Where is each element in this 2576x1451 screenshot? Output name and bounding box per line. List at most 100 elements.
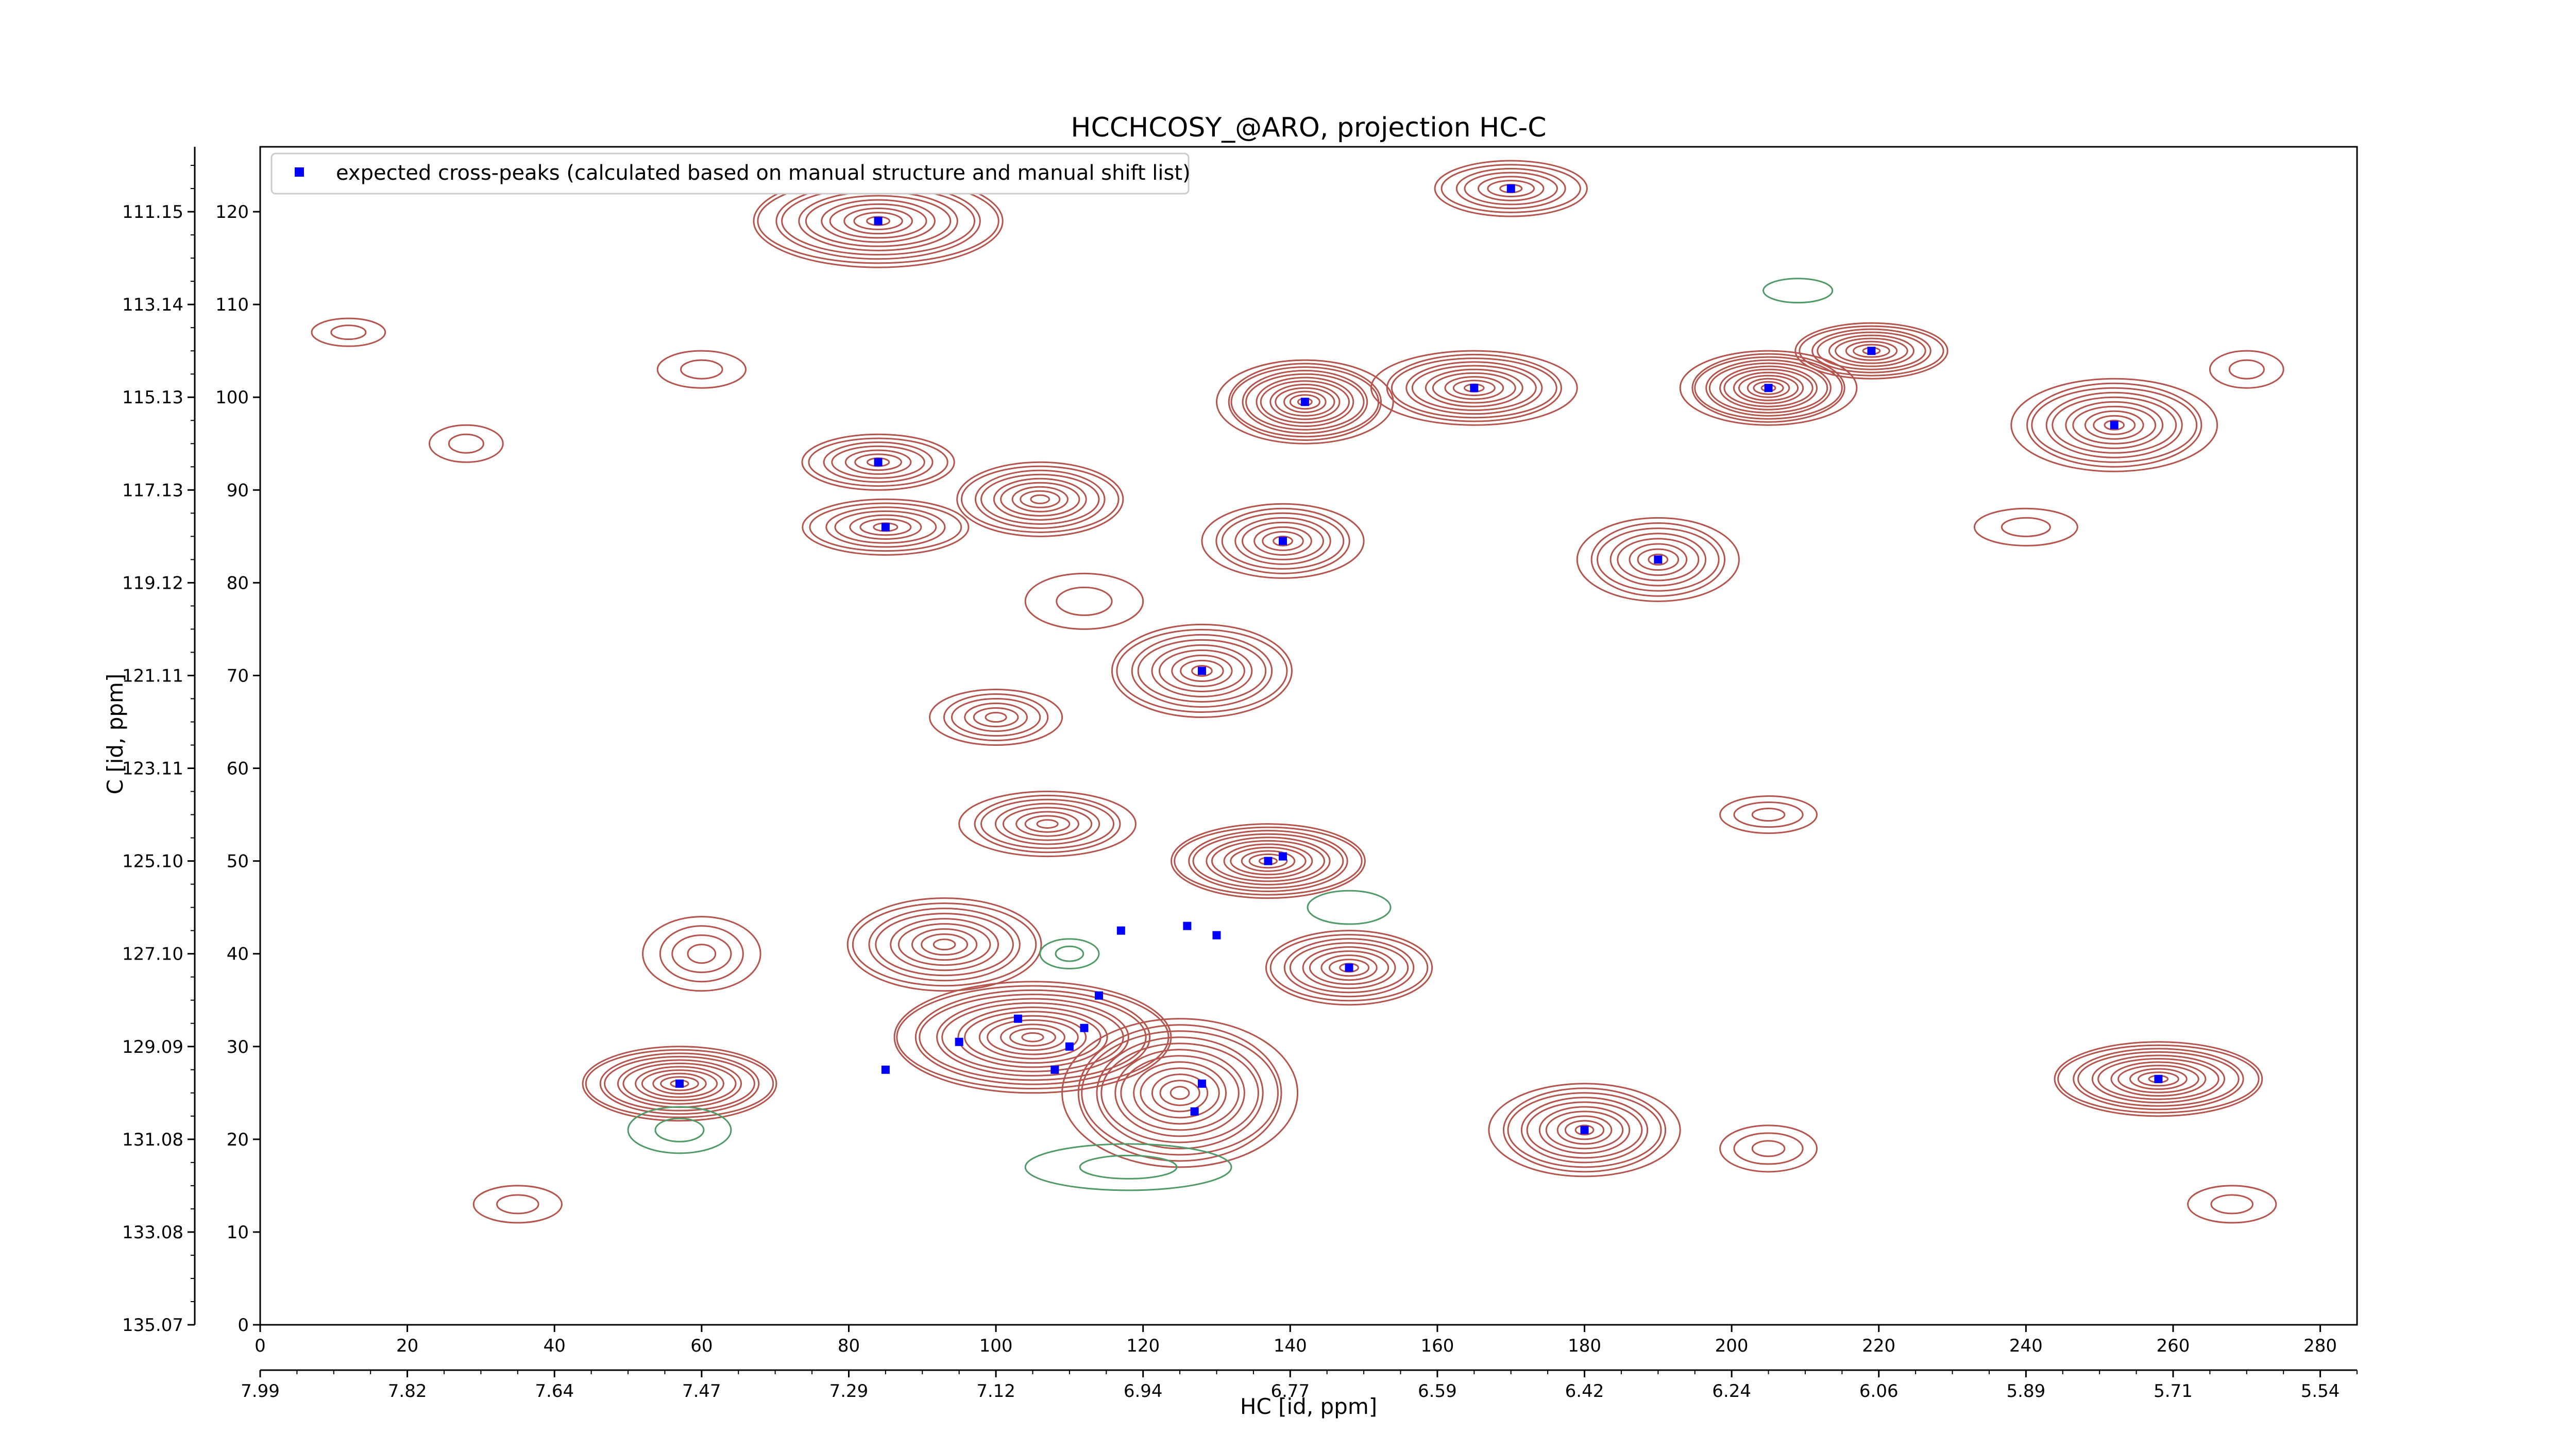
positive-contour-ring	[1719, 1124, 1818, 1173]
positive-contour-ring	[890, 918, 999, 971]
cross-peak-marker	[2110, 421, 2119, 430]
cross-peak-marker	[1867, 347, 1876, 355]
positive-contour-ring	[1817, 331, 1926, 370]
positive-contour-ring	[859, 518, 912, 536]
positive-contour-ring	[1171, 654, 1233, 687]
positive-contour-ring	[1206, 837, 1331, 885]
positive-contour-ring	[1020, 490, 1061, 508]
positive-contour-7	[801, 433, 955, 491]
positive-contour-ring	[1180, 659, 1224, 682]
positive-contour-ring	[1629, 543, 1688, 576]
positive-contour-ring	[919, 994, 1147, 1081]
positive-contour-ring	[1283, 390, 1327, 413]
positive-contour-ring	[1590, 522, 1726, 597]
x-ppm-tick-label: 7.64	[535, 1381, 574, 1402]
positive-contour-ring	[866, 216, 891, 226]
cross-peak-marker	[1506, 184, 1515, 193]
positive-contour-ring	[1526, 1101, 1643, 1159]
positive-contour-23	[428, 424, 504, 463]
positive-contour-ring	[1077, 1024, 1282, 1162]
positive-contour-ring	[1009, 1028, 1056, 1047]
cross-peak-marker	[1013, 1014, 1022, 1023]
y-ppm-tick-label: 125.10	[122, 851, 183, 872]
positive-contour-ring	[1811, 328, 1931, 373]
negative-contour-ring	[654, 1117, 705, 1142]
x-tick-label: 200	[1715, 1336, 1749, 1356]
positive-contour-ring	[1245, 373, 1365, 431]
positive-contour-ring	[936, 998, 1129, 1077]
positive-contour-14	[958, 791, 1137, 858]
positive-contour-ring	[1733, 1132, 1804, 1165]
negative-contour-ring	[1307, 890, 1392, 925]
negative-contour-ring	[1024, 1143, 1232, 1191]
positive-contour-ring	[1464, 172, 1558, 206]
positive-contour-ring	[1694, 356, 1843, 420]
positive-contour-ring	[660, 1076, 699, 1091]
y-tick-label: 60	[227, 759, 249, 779]
positive-contour-ring	[2054, 1041, 2263, 1117]
y-ppm-tick-label: 129.09	[122, 1037, 183, 1057]
positive-contour-ring	[868, 908, 1021, 982]
y-tick-label: 10	[227, 1222, 249, 1243]
positive-contour-ring	[2073, 1048, 2244, 1111]
positive-contour-ring	[1215, 507, 1350, 574]
legend: expected cross-peaks (calculated based o…	[270, 152, 1191, 195]
positive-contour-21	[1488, 1083, 1681, 1177]
positive-contour-ring	[1302, 946, 1396, 989]
positive-contour-ring	[1265, 930, 1433, 1006]
positive-contour-ring	[1120, 1055, 1240, 1131]
x-ppm-tick-label: 5.89	[2007, 1381, 2046, 1402]
cross-peak-marker	[874, 458, 883, 467]
positive-contour-ring	[1405, 361, 1543, 415]
positive-contour-ring	[2104, 419, 2125, 431]
positive-contour-ring	[622, 1063, 737, 1105]
positive-contour-ring	[921, 933, 969, 956]
x-tick-label: 80	[838, 1336, 860, 1356]
positive-contour-ring	[1056, 586, 1113, 616]
x-tick-label: 160	[1420, 1336, 1454, 1356]
positive-contour-2	[1215, 359, 1394, 445]
positive-contour-ring	[1116, 628, 1288, 713]
x-tick-label: 140	[1274, 1336, 1307, 1356]
positive-contour-ring	[994, 803, 1100, 845]
positive-contour-17	[1265, 930, 1433, 1006]
positive-contour-ring	[2228, 359, 2265, 380]
positive-contour-10	[1201, 503, 1365, 579]
positive-contour-ring	[1444, 376, 1504, 400]
positive-contour-ring	[1705, 359, 1832, 417]
positive-contour-ring	[604, 1055, 755, 1112]
positive-contour-ring	[1191, 664, 1213, 677]
positive-contour-ring	[1507, 1092, 1662, 1168]
positive-contour-ring	[1024, 572, 1144, 630]
positive-contour-ring	[1719, 795, 1818, 834]
positive-contour-ring	[2110, 1061, 2207, 1097]
negative-contour-3	[1762, 278, 1834, 304]
positive-contour-ring	[801, 433, 955, 491]
y-tick-label: 100	[215, 387, 249, 408]
y-tick-label: 0	[238, 1315, 249, 1336]
positive-contour-ring	[1432, 372, 1516, 404]
positive-contour-ring	[1845, 340, 1898, 361]
y-tick-label: 50	[227, 851, 249, 872]
cross-peak-marker	[881, 523, 890, 532]
positive-contour-ring	[472, 1185, 563, 1224]
positive-contour-ring	[980, 798, 1115, 849]
negative-contour-ring	[627, 1106, 732, 1154]
positive-contour-ring	[802, 498, 970, 556]
positive-contour-ring	[1411, 365, 1537, 411]
positive-contour-ring	[951, 697, 1041, 737]
positive-contour-ring	[1211, 840, 1326, 882]
positive-contour-ring	[1248, 853, 1288, 869]
negative-contour-4	[1039, 938, 1100, 969]
positive-contour-ring	[1262, 531, 1304, 551]
x-tick-label: 100	[979, 1336, 1013, 1356]
cross-peak-marker	[1197, 667, 1206, 675]
positive-contour-ring	[1021, 1032, 1044, 1043]
y-ppm-tick-label: 133.08	[122, 1222, 183, 1243]
positive-contour-ring	[831, 445, 925, 479]
positive-contour-18	[893, 981, 1172, 1094]
positive-contour-16	[846, 897, 1042, 992]
positive-contour-6	[2010, 378, 2218, 472]
positive-contour-ring	[1320, 954, 1378, 981]
